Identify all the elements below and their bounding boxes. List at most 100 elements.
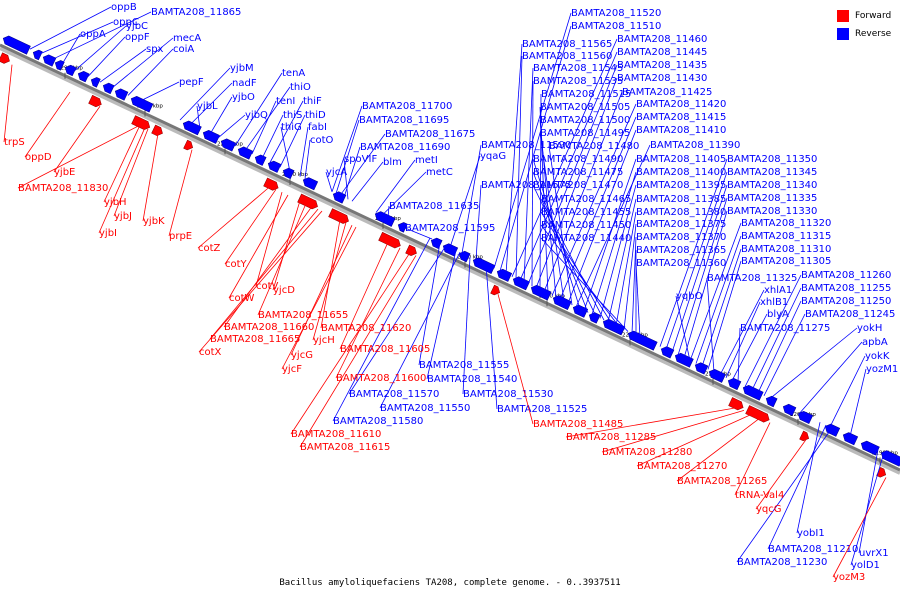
reverse-gene-block (90, 77, 101, 88)
reverse-gene-block (742, 385, 764, 401)
forward-gene-label: BAMTA208_11615 (300, 442, 390, 453)
forward-gene-block (297, 193, 318, 210)
reverse-gene-label-leader (737, 327, 741, 384)
forward-gene-label-leader (676, 417, 761, 482)
reverse-gene-arrow (552, 295, 572, 311)
forward-gene-label: cotZ (198, 243, 221, 254)
reverse-gene-label-leader (719, 289, 765, 376)
reverse-gene-block (430, 237, 443, 250)
reverse-gene-label-leader (607, 198, 637, 323)
reverse-gene-label: BAMTA208_11560 (522, 51, 612, 62)
reverse-gene-label: spx (146, 44, 164, 55)
forward-gene-label: yjcF (282, 364, 302, 375)
reverse-gene-label: BAMTA208_11325 (707, 273, 797, 284)
reverse-gene-label: BAMTA208_11310 (741, 244, 831, 255)
reverse-gene-block (458, 250, 471, 263)
reverse-gene-label: BAMTA208_11410 (636, 125, 726, 136)
reverse-gene-label: BAMTA208_11595 (405, 223, 495, 234)
forward-gene-label: tRNA-Val4 (735, 490, 784, 501)
reverse-gene-label-leader (325, 171, 333, 192)
reverse-gene-label: pepF (179, 77, 204, 88)
reverse-gene-label-leader (519, 51, 618, 281)
forward-gene-label-leader (228, 194, 289, 299)
forward-gene-label-leader (255, 192, 283, 287)
reverse-gene-arrow (660, 346, 675, 359)
reverse-gene-label: BAMTA208_11530 (463, 389, 553, 400)
reverse-gene-label-leader (505, 43, 523, 274)
reverse-gene-block (220, 138, 237, 152)
reverse-gene-label-leader (671, 184, 728, 353)
reverse-gene-arrow (824, 423, 841, 437)
reverse-gene-arrow (182, 120, 202, 136)
reverse-gene-label-leader (615, 211, 637, 326)
reverse-gene-label-leader (261, 114, 284, 159)
reverse-gene-label-leader (127, 48, 174, 96)
reverse-gene-arrow (102, 82, 115, 95)
reverse-gene-arrow (512, 276, 530, 291)
forward-gene-arrow (263, 177, 279, 191)
forward-gene-arrow (151, 124, 163, 137)
reverse-gene-label-leader (348, 245, 447, 395)
reverse-gene-label: BAMTA208_11490 (533, 154, 623, 165)
forward-gene-label: BAMTA208_11280 (602, 447, 692, 458)
reverse-gene-label-leader (527, 64, 618, 285)
reverse-gene-label: yjbO (232, 92, 255, 103)
reverse-gene-label-leader (799, 341, 863, 414)
forward-gene-arrow (378, 231, 401, 249)
forward-gene-arrow (490, 284, 501, 296)
reverse-gene-label-leader (540, 198, 605, 321)
reverse-gene-block (782, 403, 797, 417)
reverse-gene-label-leader (677, 197, 728, 356)
reverse-gene-label: BAMTA208_11385 (636, 194, 726, 205)
forward-gene-label-leader (98, 127, 146, 234)
forward-gene-label-leader (272, 200, 301, 291)
reverse-gene-label: tenA (282, 68, 305, 79)
reverse-gene-label: BAMTA208_11470 (533, 180, 623, 191)
reverse-gene-block (282, 167, 295, 180)
reverse-gene-arrow (77, 70, 90, 83)
reverse-gene-label-leader (139, 81, 180, 102)
reverse-gene-block (54, 60, 65, 71)
reverse-gene-label: thiS (283, 110, 302, 121)
reverse-gene-label: yqbO (676, 291, 703, 302)
forward-gene-block (0, 52, 10, 64)
reverse-gene-label: BAMTA208_11675 (385, 129, 475, 140)
reverse-gene-label: BAMTA208_11565 (522, 39, 612, 50)
reverse-gene-label: oppC (113, 17, 139, 28)
forward-gene-block (378, 231, 401, 249)
reverse-gene-label-leader (531, 80, 534, 287)
reverse-gene-label-leader (475, 184, 482, 260)
forward-gene-label: prpE (169, 231, 192, 242)
reverse-gene-arrow (374, 211, 396, 227)
reverse-gene-arrow (782, 403, 797, 417)
reverse-gene-block (254, 154, 267, 166)
reverse-gene-label-leader (829, 355, 866, 428)
forward-gene-label: BAMTA208_11620 (321, 323, 411, 334)
legend: Forward Reverse (837, 8, 897, 44)
forward-gene-label: BAMTA208_11265 (677, 476, 767, 487)
reverse-gene-label: BAMTA208_11545 (533, 63, 623, 74)
reverse-gene-arrow (282, 167, 295, 180)
forward-gene-label: BAMTA208_11605 (340, 344, 430, 355)
reverse-gene-label-leader (548, 145, 573, 306)
reverse-gene-label: BAMTA208_11700 (362, 101, 452, 112)
forward-gene-label: yjbH (104, 197, 127, 208)
reverse-gene-label-leader (269, 100, 304, 163)
reverse-gene-block (182, 120, 202, 136)
reverse-gene-label-leader (351, 161, 384, 202)
reverse-gene-label: BAMTA208_11420 (636, 99, 726, 110)
reverse-gene-label-leader (209, 96, 233, 135)
reverse-gene-label: BAMTA208_11480 (549, 141, 639, 152)
reverse-gene-label-leader (543, 91, 623, 293)
forward-gene-block (183, 139, 194, 151)
reverse-gene-block (302, 177, 319, 191)
reverse-gene-label-leader (706, 277, 715, 373)
forward-gene-label-leader (339, 242, 389, 350)
reverse-gene-block (797, 410, 814, 425)
reverse-gene-label: spoVIF (344, 154, 377, 165)
reverse-gene-label: BAMTA208_11525 (497, 404, 587, 415)
reverse-gene-label: BAMTA208_11510 (571, 21, 661, 32)
reverse-gene-label: yjcA (326, 167, 347, 178)
forward-gene-arrow (131, 115, 151, 130)
reverse-gene-label: BAMTA208_11365 (636, 245, 726, 256)
